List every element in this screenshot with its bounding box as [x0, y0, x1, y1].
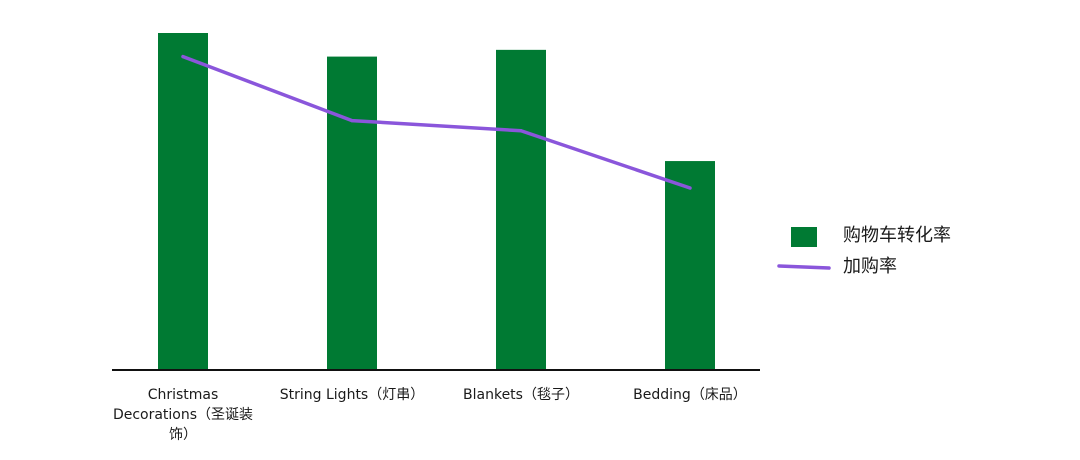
bar-3: [496, 49, 546, 370]
bar-4: [665, 161, 715, 370]
x-tick-label-line: String Lights（灯串）: [280, 387, 424, 403]
line-series-path: [181, 54, 692, 190]
x-tick-label-line: Bedding（床品）: [633, 387, 747, 403]
line-point-3: [519, 129, 523, 133]
bar-1: [158, 33, 208, 370]
line-point-4: [688, 186, 692, 190]
x-tick-label-1: Christmas Decorations（圣诞装饰）: [113, 387, 253, 443]
x-tick-label-line: Christmas: [148, 387, 219, 403]
legend-label-line: 加购率: [843, 256, 897, 277]
line-point-2: [350, 119, 354, 123]
x-tick-label-line: Blankets（毯子）: [463, 387, 579, 403]
legend-label-bar: 购物车转化率: [843, 225, 951, 246]
x-tick-label-4: Bedding（床品）: [633, 387, 747, 403]
line-point-1: [181, 54, 185, 59]
line-layer: [181, 54, 692, 190]
legend-swatch-bar: [791, 227, 817, 247]
legend: 购物车转化率 加购率: [777, 225, 951, 277]
x-tick-label-2: String Lights（灯串）: [280, 387, 424, 403]
bars-layer: [158, 33, 715, 371]
bar-2: [327, 56, 377, 371]
legend-swatch-line: [777, 264, 831, 270]
x-axis-labels: Christmas Decorations（圣诞装饰） String Lights（…: [113, 387, 747, 443]
x-tick-label-3: Blankets（毯子）: [463, 387, 579, 403]
x-tick-label-line: Decorations（圣诞装: [113, 407, 253, 423]
x-tick-label-line: 饰）: [169, 427, 197, 443]
